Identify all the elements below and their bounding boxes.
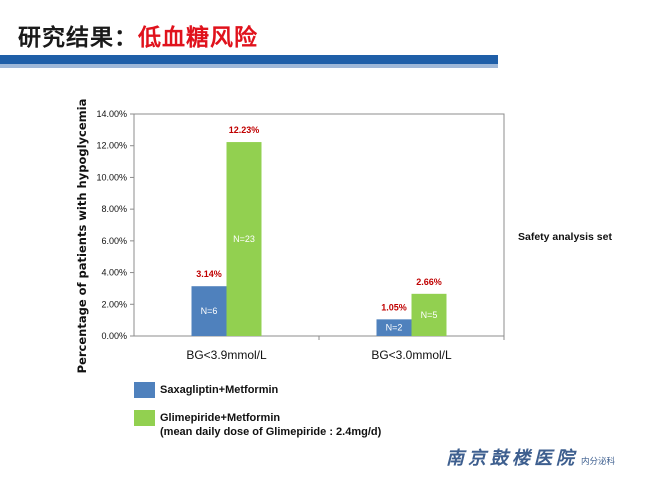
title-prefix: 研究结果： [18,25,138,51]
bar [191,286,227,336]
bar-n-label: N=23 [233,234,255,244]
legend-label-glimepiride: Glimepiride+Metformin (mean daily dose o… [160,411,381,439]
bar-n-label: N=5 [421,310,438,320]
y-tick-label: 6.00% [101,236,127,246]
y-axis-label: Percentage of patients with hypoglycemia [75,98,89,374]
bar [411,293,447,336]
y-tick-label: 8.00% [101,204,127,214]
legend-label-saxagliptin: Saxagliptin+Metformin [160,384,279,396]
hospital-logo-dept: 内分泌科 [581,457,616,467]
title-highlight: 低血糖风险 [138,25,258,51]
bar-value-label: 1.05% [381,302,407,312]
y-tick-label: 10.00% [96,172,127,182]
legend-swatch-saxagliptin [134,382,155,398]
legend-label-glimepiride-dose: (mean daily dose of Glimepiride : 2.4mg/… [160,426,382,438]
hospital-logo-name: 南京鼓楼医院 [446,448,578,469]
bar-value-label: 2.66% [416,277,442,287]
hospital-logo: 南京鼓楼医院 内分泌科 [446,444,615,470]
safety-note: Safety analysis set [518,231,612,243]
plot-area [133,113,505,337]
y-tick-label: 2.00% [101,299,127,309]
x-tick-label: BG<3.9mmol/L [186,348,267,362]
bar-n-label: N=6 [201,306,218,316]
y-tick-label: 0.00% [101,331,127,341]
y-tick-label: 12.00% [96,141,127,151]
y-tick-label: 4.00% [101,268,127,278]
bar [226,142,262,336]
x-tick-label: BG<3.0mmol/L [371,348,452,362]
bar-value-label: 12.23% [229,125,260,135]
bar [376,319,412,336]
legend-swatch-glimepiride [134,410,155,426]
legend-label-glimepiride-main: Glimepiride+Metformin [160,412,281,424]
title-underline [0,55,498,68]
y-tick-label: 14.00% [96,109,127,119]
bar-value-label: 3.14% [196,269,222,279]
slide-title: 研究结果：低血糖风险 [18,18,258,52]
bar-n-label: N=2 [386,323,403,333]
